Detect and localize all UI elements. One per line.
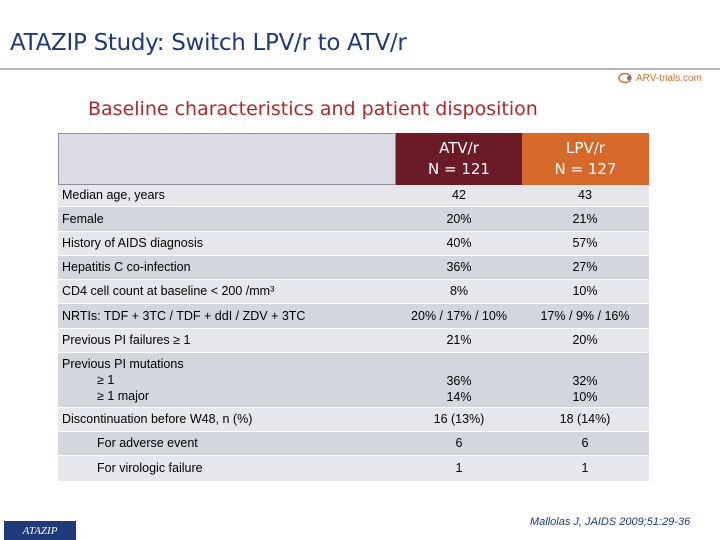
column-header-atv-n: N = 121 [428, 160, 490, 178]
brand-text: ARV-trials.com [636, 72, 702, 84]
row-label: For virologic failure [97, 461, 203, 475]
row-label: NRTIs: TDF + 3TC / TDF + ddI / ZDV + 3TC [62, 309, 306, 323]
table-row: Previous PI mutations ≥ 1 ≥ 1 major 36% … [58, 353, 649, 408]
atv-value: 20% [446, 212, 472, 226]
column-header-lpv-n: N = 127 [554, 160, 617, 178]
atv-value: 6 [455, 436, 463, 450]
row-label: CD4 cell count at baseline < 200 /mm³ [62, 284, 275, 298]
lpv-value: 18 (14%) [559, 412, 611, 426]
brand-logo: ARV-trials.com [618, 70, 702, 86]
column-header-atv-name: ATV/r [439, 139, 479, 157]
atv-value: 36% [446, 374, 472, 388]
column-header-lpv: LPV/r N = 127 [522, 133, 649, 185]
lpv-value: 17% / 9% / 16% [540, 309, 630, 323]
lpv-value: 10% [572, 390, 598, 404]
atv-value: 36% [446, 260, 472, 274]
atv-value: 20% / 17% / 10% [411, 309, 507, 323]
table-row: History of AIDS diagnosis 40% 57% [58, 232, 649, 256]
row-sublabel: ≥ 1 [97, 373, 115, 387]
lpv-value: 32% [572, 374, 598, 388]
column-header-atv: ATV/r N = 121 [396, 133, 522, 185]
lpv-value: 57% [572, 236, 598, 250]
row-label: History of AIDS diagnosis [62, 236, 204, 250]
arv-trials-logo-icon [618, 72, 632, 84]
lpv-value: 27% [572, 260, 598, 274]
atv-value: 21% [446, 333, 472, 347]
atv-value: 14% [446, 390, 472, 404]
table-row: For virologic failure 1 1 [58, 456, 649, 482]
row-label: For adverse event [97, 436, 198, 450]
lpv-value: 6 [581, 436, 589, 450]
title-divider [0, 68, 720, 70]
row-label: Median age, years [62, 188, 165, 202]
atv-value: 40% [446, 236, 472, 250]
row-label: Hepatitis C co-infection [62, 260, 191, 274]
lpv-value: 1 [581, 461, 589, 475]
row-label: Discontinuation before W48, n (%) [62, 412, 253, 426]
atv-value: 42 [452, 188, 466, 202]
slide-title: ATAZIP Study: Switch LPV/r to ATV/r [10, 30, 407, 56]
table-row: Median age, years 42 43 [58, 185, 649, 207]
table-row: NRTIs: TDF + 3TC / TDF + ddI / ZDV + 3TC… [58, 304, 649, 329]
row-label: Female [62, 212, 104, 226]
table-header-empty-cell [58, 133, 396, 185]
table-row: Hepatitis C co-infection 36% 27% [58, 256, 649, 280]
row-sublabel: ≥ 1 major [97, 389, 150, 403]
row-label: Previous PI mutations [62, 357, 184, 371]
study-tag: ATAZIP [4, 521, 76, 540]
table-row: Previous PI failures ≥ 1 21% 20% [58, 329, 649, 353]
lpv-value: 21% [572, 212, 598, 226]
atv-value: 16 (13%) [433, 412, 485, 426]
lpv-value: 10% [572, 284, 598, 298]
column-header-lpv-name: LPV/r [566, 139, 605, 157]
row-label: Previous PI failures ≥ 1 [62, 333, 191, 347]
table-row: Discontinuation before W48, n (%) 16 (13… [58, 408, 649, 432]
citation: Mallolas J, JAIDS 2009;51:29-36 [530, 516, 691, 528]
lpv-value: 20% [572, 333, 598, 347]
table-subtitle: Baseline characteristics and patient dis… [88, 98, 538, 120]
atv-value: 8% [449, 284, 469, 298]
atv-value: 1 [455, 461, 463, 475]
table-row: Female 20% 21% [58, 207, 649, 232]
lpv-value: 43 [578, 188, 592, 202]
table-row: CD4 cell count at baseline < 200 /mm³ 8%… [58, 280, 649, 304]
table-row: For adverse event 6 6 [58, 432, 649, 456]
